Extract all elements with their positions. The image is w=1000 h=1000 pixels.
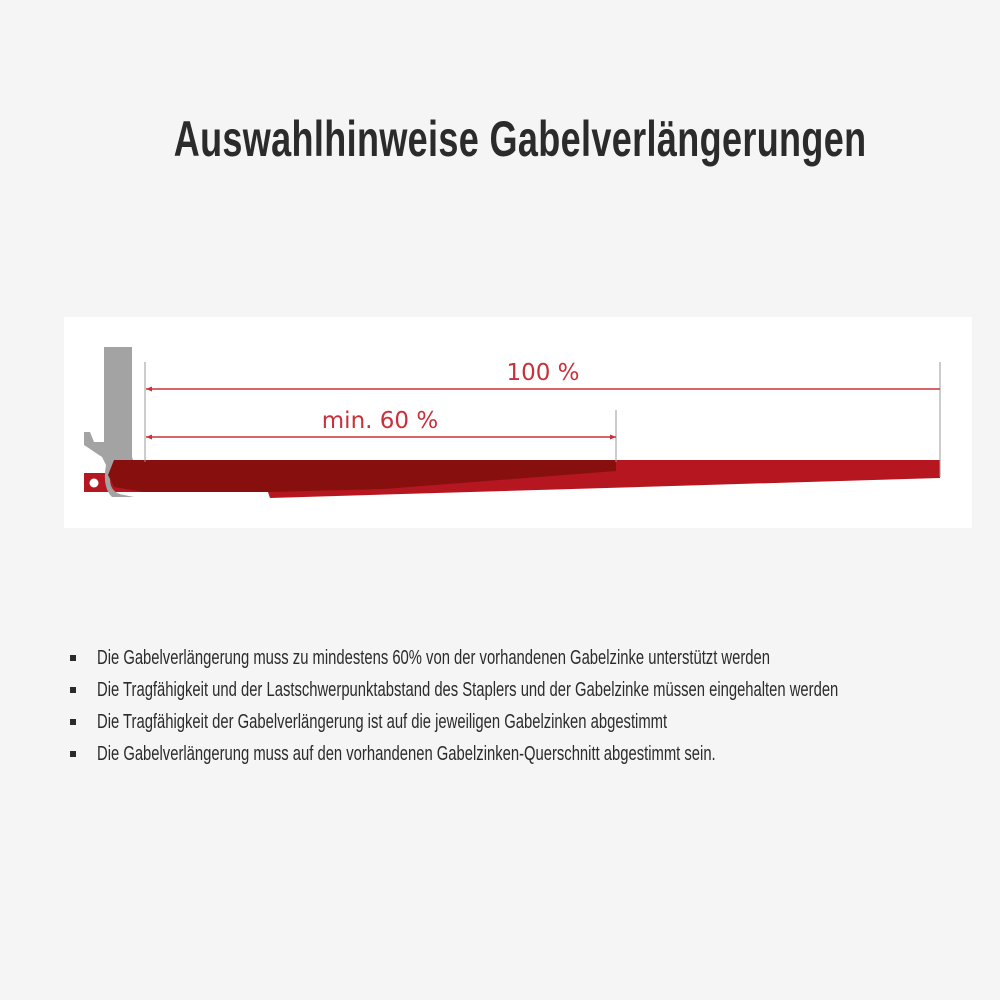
page-title: Auswahlhinweise Gabelverlängerungen (173, 111, 867, 167)
bullet-icon (70, 687, 76, 693)
label-100: 100 % (506, 360, 579, 386)
fork-tine-overlap (108, 460, 616, 492)
label-min-60: min. 60 % (322, 408, 438, 434)
bullet-icon (70, 751, 76, 757)
fork-mast (84, 347, 144, 497)
bullet-icon (70, 655, 76, 661)
bullet-icon (70, 719, 76, 725)
fork-extension-diagram: 100 % min. 60 % (64, 317, 972, 528)
pin-hole (89, 478, 99, 488)
